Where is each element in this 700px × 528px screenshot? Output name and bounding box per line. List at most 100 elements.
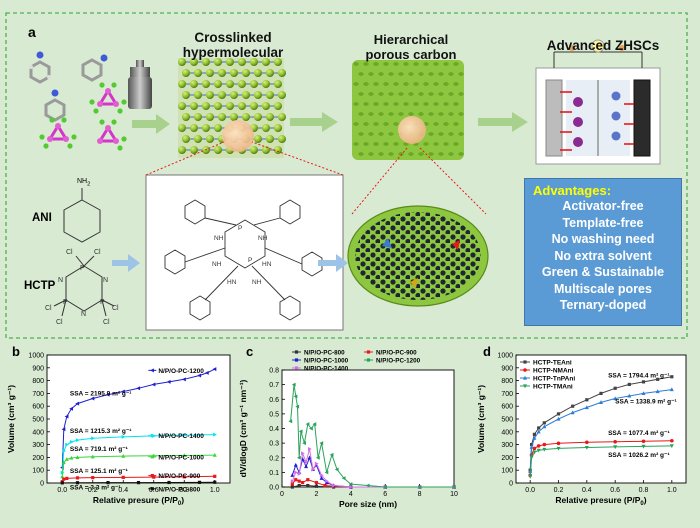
data-point (585, 440, 589, 445)
data-point (293, 462, 298, 467)
data-point (324, 480, 329, 485)
data-point (294, 478, 298, 482)
x-tick-label: 0.6 (149, 487, 159, 494)
data-point (304, 464, 309, 469)
data-point (537, 426, 541, 430)
data-point (121, 475, 125, 479)
data-point (297, 479, 301, 483)
svg-text:Cl: Cl (94, 249, 101, 256)
data-point (613, 445, 618, 450)
legend-entry: N/P/O-PC-1200 (364, 358, 421, 365)
chart-b: b 0.0 0.2 0.4 0.6 0.8 1.0 0 100 200 300 400 500 600 70… (6, 344, 231, 507)
data-point (293, 394, 298, 399)
structure-labels: NH NH NH HN HN NH P P (212, 225, 272, 286)
arrow-3-icon (478, 112, 528, 132)
series-N/P/O-PC-900: N/P/O-PC-900 SSA = 125.1 m² g⁻¹ (60, 468, 217, 484)
data-point (295, 404, 300, 409)
y-tick-label: 500 (501, 417, 513, 424)
data-point (290, 482, 294, 486)
legend-marker (150, 473, 154, 478)
title-crosslinked-line1: Crosslinked (194, 30, 272, 45)
legend-label: N/P/O-PC-1200 (376, 358, 421, 365)
data-point (69, 440, 74, 445)
data-point (556, 416, 561, 421)
series-N/P/O-PC-1200: N/P/O-PC-1200 SSA = 2195.9 m² g⁻¹ (60, 367, 217, 470)
data-point (542, 424, 547, 429)
data-point (532, 432, 537, 436)
data-point (599, 391, 603, 395)
data-point (314, 481, 318, 485)
svg-text:P: P (100, 299, 105, 306)
data-point (417, 485, 422, 489)
ssa-label: SSA = 1794.4 m² g⁻¹ (608, 372, 670, 379)
y-tick-label: 400 (32, 429, 44, 436)
graphitic-lattice-icon (347, 205, 489, 307)
series-line (61, 434, 215, 473)
data-point (288, 419, 293, 424)
data-point (556, 441, 561, 446)
x-tick-label: 0.8 (179, 487, 189, 494)
y-tick-label: 600 (32, 404, 44, 411)
data-point (167, 480, 171, 485)
data-point (669, 387, 674, 392)
legend-marker (523, 368, 527, 372)
x-tick-label: 0.4 (582, 487, 592, 494)
y-tick-label: 200 (501, 455, 513, 462)
data-point (213, 480, 217, 484)
data-point (532, 450, 537, 455)
svg-text:NH: NH (258, 235, 268, 242)
advantage-item: Template-free (562, 215, 644, 230)
data-point (75, 401, 80, 406)
y-tick-label: 0.0 (269, 485, 279, 492)
y-tick-label: 1000 (497, 353, 513, 360)
data-point (309, 426, 313, 431)
data-point (532, 436, 537, 440)
legend-marker (523, 360, 527, 364)
y-tick-label: 500 (32, 417, 44, 424)
weight-icon (128, 60, 152, 109)
series-N/P/O-PC-1200 (288, 382, 456, 489)
data-point (532, 446, 537, 451)
advantages-box: Advantages: Activator-free Template-free… (524, 178, 682, 326)
arrow-1-icon (132, 114, 170, 134)
legend-marker (294, 366, 299, 370)
data-point (542, 447, 547, 452)
title-zhscs: Advanced ZHSCs (546, 38, 660, 53)
y-tick-label: 300 (501, 442, 513, 449)
x-tick-label: 1.0 (667, 487, 677, 494)
porous-carbon-icon (352, 60, 464, 160)
data-point (323, 483, 327, 488)
data-point (64, 414, 69, 419)
data-point (302, 441, 306, 446)
data-point (536, 444, 541, 448)
label-hctp: HCTP (24, 280, 56, 292)
data-point (365, 483, 370, 488)
data-point (529, 455, 534, 460)
data-point (307, 446, 312, 451)
advantage-item: Activator-free (562, 199, 644, 213)
title-hierarchical-line2: porous carbon (365, 47, 457, 62)
data-point (334, 467, 339, 472)
data-point (613, 439, 617, 444)
x-tick-label: 0 (280, 491, 284, 498)
y-axis-label: Volume (cm³ g⁻¹) (6, 385, 16, 453)
data-point (301, 451, 305, 456)
data-point (121, 389, 125, 394)
x-tick-label: 8 (418, 491, 422, 498)
svg-text:NH: NH (212, 261, 222, 268)
panel-letter-b: b (12, 344, 20, 359)
y-tick-label: 0.1 (269, 470, 279, 477)
x-tick-label: 2 (314, 491, 318, 498)
legend-label: HCTP-NMAni (533, 368, 574, 375)
y-tick-label: 700 (32, 391, 44, 398)
data-point (204, 370, 209, 375)
data-point (182, 453, 187, 458)
x-axis-label-end: ) (181, 495, 184, 505)
data-point (319, 473, 324, 478)
data-point (341, 476, 346, 481)
data-point (641, 444, 646, 449)
legend-marker (150, 368, 154, 373)
data-point (627, 393, 632, 398)
data-point (655, 389, 660, 394)
